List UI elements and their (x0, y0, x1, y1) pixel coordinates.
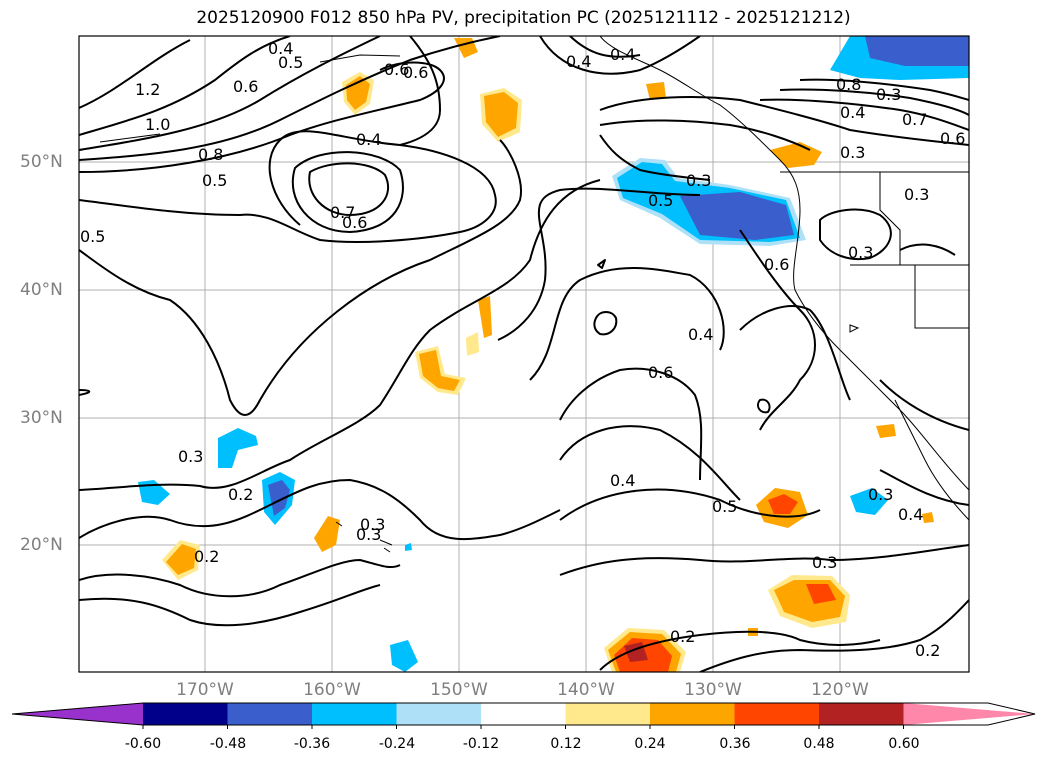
colorbar-extend-high (903, 703, 1035, 725)
contour-label: 0.3 (876, 85, 901, 104)
contour-label: 0.3 (904, 185, 929, 204)
colorbar-segment (227, 703, 313, 725)
colorbar-segment (650, 703, 735, 725)
contour-label: 0.6 (384, 60, 409, 79)
contour-label: 0.5 (712, 497, 737, 516)
colorbar-tick-label: 0.36 (719, 736, 751, 752)
contour-label: 0.3 (868, 485, 893, 504)
contour-label: 0.5 (202, 171, 227, 190)
colorbar-segment (396, 703, 482, 725)
lat-label-40n: 40°N (20, 280, 63, 300)
contour-label: 0.2 (228, 485, 253, 504)
lat-label-30n: 30°N (20, 408, 63, 428)
colorbar-extend-low (12, 703, 143, 725)
lon-label-150w: 150°W (430, 680, 488, 700)
coastlines (99, 36, 969, 553)
colorbar-segment (312, 703, 397, 725)
contour-label: 0.4 (610, 471, 635, 490)
lon-label-130w: 130°W (684, 680, 742, 700)
contour-label: 0.7 (902, 110, 927, 129)
pv-contours (79, 36, 969, 672)
contour-label: 0.5 (278, 53, 303, 72)
precip-neg-1 (218, 428, 258, 468)
contour-label: 0.3 (360, 515, 385, 534)
contour-label: 0.2 (670, 627, 695, 646)
contour-label: 0.8 (836, 75, 861, 94)
contour-label: 0.6 (233, 77, 258, 96)
contour-label: 0.8 (198, 145, 223, 164)
contour-label: 0.4 (610, 45, 635, 64)
lat-label-20n: 20°N (20, 535, 63, 555)
precip-shading (138, 36, 969, 672)
colorbar-tick-label: -0.24 (378, 736, 416, 752)
colorbar-tick-label: 0.24 (634, 736, 666, 752)
contour-label: 0.5 (80, 227, 105, 246)
contour-label: 0.2 (915, 641, 940, 660)
colorbar-tick-label: 0.12 (550, 736, 582, 752)
colorbar-tick-label: 0.60 (888, 736, 920, 752)
contour-label: 0.4 (898, 505, 923, 524)
contour-label: 0.6 (403, 63, 428, 82)
contour-label: 0.6 (764, 255, 789, 274)
contour-label: 0.5 (648, 191, 673, 210)
precip-pos-7 (478, 296, 492, 338)
map-plot: 1.2 1.0 0.8 0.6 0.5 0.4 0.6 0.4 0.7 0.6 … (78, 35, 970, 673)
lon-label-160w: 160°W (303, 680, 361, 700)
colorbar-segment (481, 703, 566, 725)
precip-neg-4 (850, 488, 888, 515)
contour-label: 0.6 (648, 363, 673, 382)
contour-label: 0.4 (840, 103, 865, 122)
lon-label-140w: 140°W (557, 680, 615, 700)
colorbar-segment (734, 703, 820, 725)
contour-label: 0.6 (940, 129, 965, 148)
contour-label: 0.2 (194, 547, 219, 566)
colorbar-tick-label: -0.36 (293, 736, 331, 752)
colorbar-tick-label: 0.48 (803, 736, 835, 752)
contour-label: 0.3 (356, 525, 381, 544)
colorbar-tick-label: -0.48 (209, 736, 247, 752)
contour-label: 0.6 (342, 213, 367, 232)
colorbar-segment (565, 703, 651, 725)
contour-label: 0.3 (848, 243, 873, 262)
lon-label-120w: 120°W (811, 680, 869, 700)
colorbar-segment (819, 703, 904, 725)
contour-label: 0.3 (840, 143, 865, 162)
precip-neg-5 (390, 640, 418, 672)
colorbar-tick-label: -0.12 (462, 736, 500, 752)
contour-labels: 1.2 1.0 0.8 0.6 0.5 0.4 0.6 0.4 0.7 0.6 … (80, 39, 965, 660)
contour-label: 0.3 (812, 553, 837, 572)
precip-pos-9 (314, 516, 340, 552)
map-title: 2025120900 F012 850 hPa PV, precipitatio… (196, 8, 851, 28)
contour-label: 0.4 (566, 52, 591, 71)
precip-pos-4 (646, 82, 666, 100)
contour-label: 0.3 (178, 447, 203, 466)
colorbar-segment (143, 703, 228, 725)
colorbar-tick-label: -0.60 (124, 736, 162, 752)
contour-label: 0.4 (688, 325, 713, 344)
contour-label: 0.4 (268, 39, 293, 58)
lat-label-50n: 50°N (20, 152, 63, 172)
contour-label: 0.4 (356, 130, 381, 149)
contour-label: 0.3 (686, 171, 711, 190)
contour-label: 1.0 (145, 115, 170, 134)
contour-label: 1.2 (135, 80, 160, 99)
contour-label: 0.7 (330, 203, 355, 222)
lon-label-170w: 170°W (176, 680, 234, 700)
